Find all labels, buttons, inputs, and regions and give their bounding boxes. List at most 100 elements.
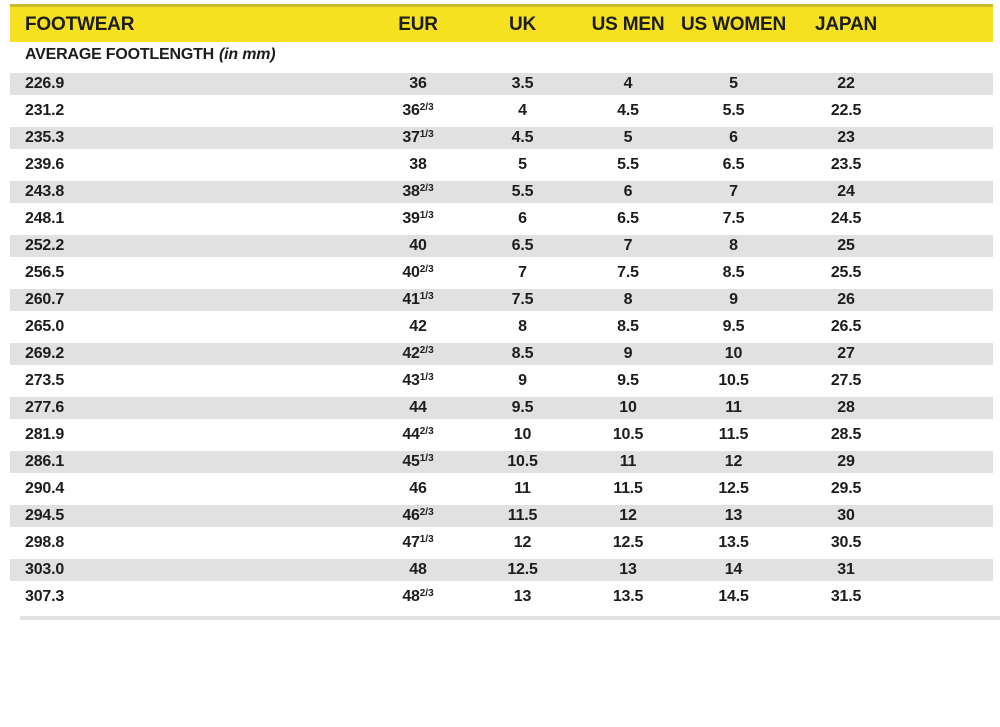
cell-filler [906,451,993,478]
cell-footlength_mm: 231.2 [10,100,366,127]
cell-filler [906,154,993,181]
cell-us_men: 9 [575,343,681,370]
cell-us_men: 5 [575,127,681,154]
fraction-superscript: 1/3 [419,291,434,303]
cell-filler [906,532,993,559]
fraction-superscript: 2/3 [419,183,434,195]
fraction-superscript: 1/3 [419,129,434,141]
column-header-filler [906,4,993,42]
table-row: 252.2 40 6.5 7 8 25 [10,235,993,262]
cell-footlength_mm: 239.6 [10,154,366,181]
cell-uk: 11 [470,478,575,505]
cell-japan: 31.5 [786,586,906,613]
cell-japan: 31 [786,559,906,586]
cell-filler [906,181,993,208]
cell-us_men: 10.5 [575,424,681,451]
cell-filler [906,397,993,424]
table-row: 281.9 442/3 10 10.5 11.5 28.5 [10,424,993,451]
cell-japan: 26.5 [786,316,906,343]
cell-us_women: 13.5 [681,532,786,559]
cell-filler [906,208,993,235]
cell-footlength_mm: 307.3 [10,586,366,613]
column-header-uk: UK [470,4,575,42]
cell-us_women: 12 [681,451,786,478]
fraction-superscript: 2/3 [419,102,434,114]
cell-uk: 9 [470,370,575,397]
cell-us_men: 9.5 [575,370,681,397]
cell-eur: 40 [366,235,470,262]
cell-eur: 471/3 [366,532,470,559]
cell-japan: 24 [786,181,906,208]
cell-eur: 422/3 [366,343,470,370]
cell-footlength_mm: 265.0 [10,316,366,343]
table-row: 294.5 462/3 11.5 12 13 30 [10,505,993,532]
cell-us_women: 14 [681,559,786,586]
cell-footlength_mm: 252.2 [10,235,366,262]
cell-us_women: 12.5 [681,478,786,505]
subheader-unit: (in mm) [219,46,276,63]
table-row: 286.1 451/3 10.5 11 12 29 [10,451,993,478]
size-conversion-table: FOOTWEAR EUR UK US MEN US WOMEN JAPAN AV… [10,4,993,613]
cell-us_men: 5.5 [575,154,681,181]
cell-footlength_mm: 226.9 [10,73,366,100]
fraction-superscript: 1/3 [419,372,434,384]
cell-filler [906,289,993,316]
cell-us_men: 7.5 [575,262,681,289]
cell-japan: 30 [786,505,906,532]
cell-us_men: 4 [575,73,681,100]
fraction-superscript: 1/3 [419,534,434,546]
fraction-superscript: 2/3 [419,264,434,276]
column-header-us-men: US MEN [575,4,681,42]
table-row: 277.6 44 9.5 10 11 28 [10,397,993,424]
cell-us_men: 10 [575,397,681,424]
cell-eur: 36 [366,73,470,100]
table-row: 231.2 362/3 4 4.5 5.5 22.5 [10,100,993,127]
cell-us_women: 13 [681,505,786,532]
cell-japan: 22 [786,73,906,100]
cell-japan: 26 [786,289,906,316]
cell-filler [906,478,993,505]
cell-uk: 12 [470,532,575,559]
cell-us_women: 8.5 [681,262,786,289]
table-row: 298.8 471/3 12 12.5 13.5 30.5 [10,532,993,559]
table-row: 248.1 391/3 6 6.5 7.5 24.5 [10,208,993,235]
cell-japan: 25 [786,235,906,262]
cell-eur: 38 [366,154,470,181]
cell-us_women: 5 [681,73,786,100]
fraction-superscript: 1/3 [419,210,434,222]
cell-footlength_mm: 235.3 [10,127,366,154]
table-row: 273.5 431/3 9 9.5 10.5 27.5 [10,370,993,397]
cell-uk: 12.5 [470,559,575,586]
cell-filler [906,73,993,100]
cell-eur: 362/3 [366,100,470,127]
table-row: 269.2 422/3 8.5 9 10 27 [10,343,993,370]
cell-eur: 431/3 [366,370,470,397]
table-row: 265.0 42 8 8.5 9.5 26.5 [10,316,993,343]
cell-footlength_mm: 286.1 [10,451,366,478]
cell-us_women: 7 [681,181,786,208]
header-row: FOOTWEAR EUR UK US MEN US WOMEN JAPAN [10,4,993,42]
table-row: 226.9 36 3.5 4 5 22 [10,73,993,100]
cell-japan: 29 [786,451,906,478]
cell-filler [906,343,993,370]
cell-filler [906,262,993,289]
cell-us_women: 10 [681,343,786,370]
cell-eur: 382/3 [366,181,470,208]
subheader-row: AVERAGE FOOTLENGTH (in mm) [10,42,993,73]
cell-japan: 27 [786,343,906,370]
cell-us_women: 7.5 [681,208,786,235]
cell-filler [906,370,993,397]
cell-filler [906,100,993,127]
cell-filler [906,586,993,613]
table-header: FOOTWEAR EUR UK US MEN US WOMEN JAPAN [10,4,993,42]
cell-us_men: 13 [575,559,681,586]
size-table-body: AVERAGE FOOTLENGTH (in mm) 226.9 36 3.5 4 5 22… [10,42,993,613]
cell-us_men: 12.5 [575,532,681,559]
cell-eur: 442/3 [366,424,470,451]
cell-us_women: 11.5 [681,424,786,451]
cell-us_women: 9 [681,289,786,316]
cell-us_men: 7 [575,235,681,262]
cell-us_men: 11 [575,451,681,478]
cell-uk: 13 [470,586,575,613]
cell-footlength_mm: 269.2 [10,343,366,370]
